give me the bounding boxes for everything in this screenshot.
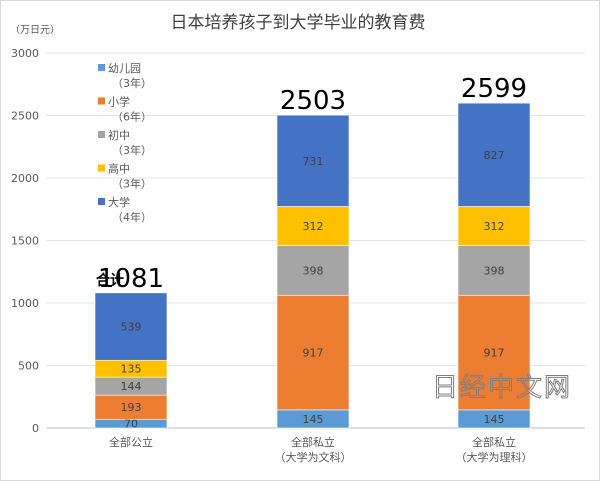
- legend-label: （4年）: [112, 210, 152, 224]
- x-axis-categories: 全部公立 全部私立（大学为文科）全部私立（大学为理科）: [109, 435, 533, 464]
- data-label: 145: [484, 413, 505, 426]
- bar-segment: [457, 245, 531, 296]
- y-tick-label: 500: [18, 360, 39, 373]
- data-label: 312: [484, 220, 505, 233]
- legend-label: （3年）: [112, 76, 152, 90]
- chart-title: 日本培养孩子到大学毕业的教育费: [171, 13, 426, 33]
- y-axis-ticks: 0 500 1000 1500 2000 2500 3000: [11, 47, 39, 435]
- y-axis-unit: （万日元）: [10, 24, 60, 36]
- legend-label: 大学: [108, 195, 130, 209]
- total-label: 2599: [461, 74, 527, 104]
- bar-segment: [276, 114, 350, 207]
- bar-segment: [276, 294, 350, 411]
- data-label: 70: [124, 418, 138, 431]
- data-label: 398: [484, 264, 505, 277]
- bar-segment: [457, 206, 531, 246]
- bar-stack: 145 917 398 312 827 2599: [457, 74, 531, 429]
- y-tick-label: 3000: [11, 47, 39, 60]
- x-category-label: （大学为理科）: [456, 450, 533, 464]
- bar-segment: [457, 294, 531, 411]
- legend-swatch: [98, 198, 105, 205]
- total-label: 1081: [98, 264, 164, 294]
- data-label: 731: [303, 155, 324, 168]
- bar-stack: 145 917 398 312 731 2503: [276, 86, 350, 429]
- legend: 幼儿园（3年）小学（6年）初中（3年）高中（3年）大学（4年）: [98, 62, 152, 224]
- data-label: 917: [484, 347, 505, 360]
- y-tick-label: 1500: [11, 235, 39, 248]
- y-tick-label: 0: [32, 422, 39, 435]
- legend-label: 高中: [108, 162, 130, 176]
- legend-swatch: [98, 97, 105, 105]
- data-label: 193: [121, 401, 142, 414]
- legend-label: 小学: [108, 95, 130, 109]
- bar-segment: [457, 102, 531, 207]
- bars: 70193144135539合计108114591739831273125031…: [94, 74, 531, 431]
- bar-segment: [94, 292, 168, 361]
- data-label: 144: [121, 380, 142, 393]
- y-tick-label: 1000: [11, 297, 39, 310]
- legend-label: （6年）: [112, 110, 152, 124]
- x-category-label: 全部公立: [109, 435, 153, 449]
- data-label: 827: [484, 149, 505, 162]
- data-label: 145: [303, 413, 324, 426]
- data-label: 135: [121, 363, 142, 376]
- legend-swatch: [98, 64, 105, 71]
- y-tick-label: 2500: [11, 110, 39, 123]
- legend-label: 幼儿园: [108, 62, 141, 75]
- bar-segment: [94, 394, 168, 420]
- y-tick-label: 2000: [11, 172, 39, 185]
- x-category-label: （大学为文科）: [275, 450, 352, 464]
- total-label: 2503: [280, 86, 346, 116]
- x-category-label: 全部私立: [291, 435, 335, 449]
- data-label: 917: [303, 347, 324, 360]
- data-label: 312: [303, 220, 324, 233]
- legend-label: （3年）: [112, 177, 152, 191]
- x-category-label: 全部私立: [472, 435, 516, 449]
- bar-segment: [276, 206, 350, 246]
- total-prefix-label: 合计: [96, 272, 124, 289]
- data-label: 398: [303, 264, 324, 277]
- legend-label: 初中: [108, 128, 130, 142]
- data-label: 539: [121, 321, 142, 334]
- legend-label: （3年）: [112, 143, 152, 157]
- watermark-text: 日经中文网: [432, 373, 572, 403]
- legend-swatch: [98, 164, 105, 172]
- bar-segment: [276, 245, 350, 296]
- legend-swatch: [98, 131, 105, 138]
